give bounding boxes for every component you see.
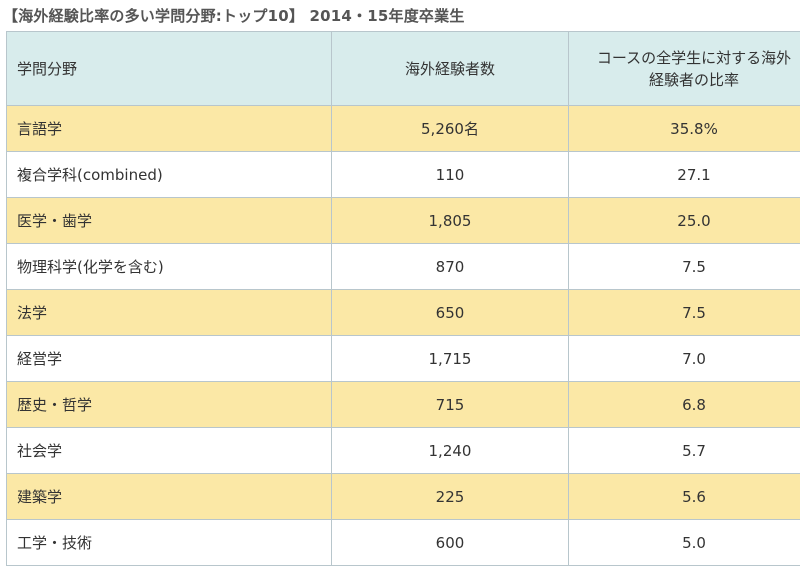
cell-ratio: 6.8 — [568, 381, 800, 428]
table-header-row: 学問分野 海外経験者数 コースの全学生に対する海外 経験者の比率 — [6, 31, 800, 106]
ranking-table: 学問分野 海外経験者数 コースの全学生に対する海外 経験者の比率 言語学 5,2… — [6, 31, 800, 566]
cell-field: 法学 — [6, 289, 332, 336]
cell-field: 建築学 — [6, 473, 332, 520]
cell-field: 歴史・哲学 — [6, 381, 332, 428]
header-field: 学問分野 — [6, 31, 332, 106]
cell-count: 225 — [331, 473, 569, 520]
cell-field: 医学・歯学 — [6, 197, 332, 244]
table-row: 言語学 5,260名 35.8% — [6, 105, 800, 152]
cell-count: 650 — [331, 289, 569, 336]
cell-count: 1,805 — [331, 197, 569, 244]
cell-count: 715 — [331, 381, 569, 428]
header-ratio: コースの全学生に対する海外 経験者の比率 — [568, 31, 800, 106]
cell-field: 工学・技術 — [6, 519, 332, 566]
cell-ratio: 25.0 — [568, 197, 800, 244]
cell-ratio: 5.0 — [568, 519, 800, 566]
cell-ratio: 27.1 — [568, 151, 800, 198]
cell-field: 経営学 — [6, 335, 332, 382]
header-ratio-line2: 経験者の比率 — [648, 70, 739, 89]
cell-ratio: 7.0 — [568, 335, 800, 382]
table-row: 医学・歯学 1,805 25.0 — [6, 197, 800, 244]
page-title: 【海外経験比率の多い学問分野:トップ10】 2014・15年度卒業生 — [3, 7, 465, 25]
cell-count: 600 — [331, 519, 569, 566]
cell-count: 110 — [331, 151, 569, 198]
cell-ratio: 7.5 — [568, 243, 800, 290]
cell-field: 物理科学(化学を含む) — [6, 243, 332, 290]
cell-count: 870 — [331, 243, 569, 290]
table-row: 歴史・哲学 715 6.8 — [6, 381, 800, 428]
cell-ratio: 35.8% — [568, 105, 800, 152]
cell-ratio: 5.7 — [568, 427, 800, 474]
cell-ratio: 5.6 — [568, 473, 800, 520]
cell-count: 1,715 — [331, 335, 569, 382]
cell-field: 複合学科(combined) — [6, 151, 332, 198]
header-count: 海外経験者数 — [331, 31, 569, 106]
cell-field: 社会学 — [6, 427, 332, 474]
table-row: 物理科学(化学を含む) 870 7.5 — [6, 243, 800, 290]
cell-count: 5,260名 — [331, 105, 569, 152]
table-row: 建築学 225 5.6 — [6, 473, 800, 520]
table-row: 工学・技術 600 5.0 — [6, 519, 800, 566]
table-row: 経営学 1,715 7.0 — [6, 335, 800, 382]
table-row: 社会学 1,240 5.7 — [6, 427, 800, 474]
cell-ratio: 7.5 — [568, 289, 800, 336]
table-row: 複合学科(combined) 110 27.1 — [6, 151, 800, 198]
cell-count: 1,240 — [331, 427, 569, 474]
table-row: 法学 650 7.5 — [6, 289, 800, 336]
header-ratio-line1: コースの全学生に対する海外 — [596, 48, 792, 67]
cell-field: 言語学 — [6, 105, 332, 152]
